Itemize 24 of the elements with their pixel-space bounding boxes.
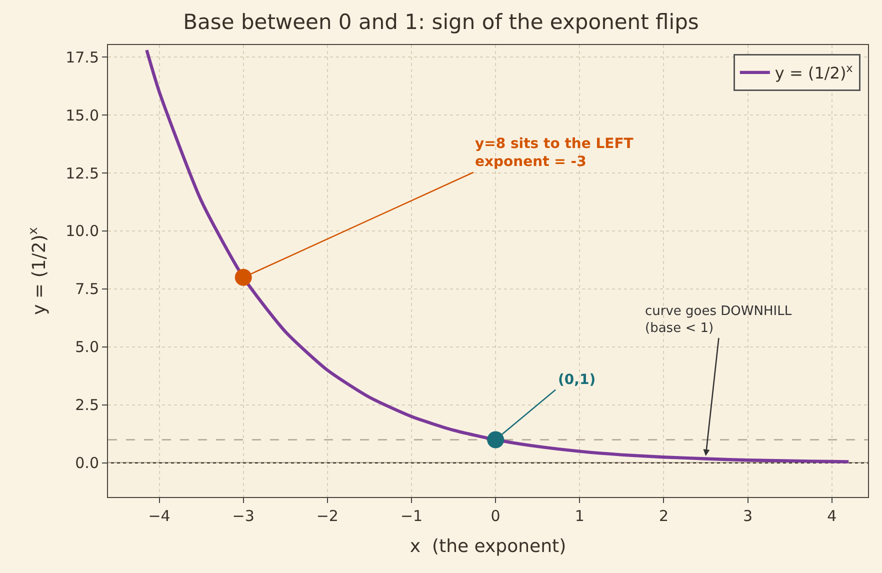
y-tick-label: 5.0	[75, 338, 99, 356]
y-tick-label: 7.5	[75, 280, 99, 298]
x-axis-title: x (the exponent)	[410, 536, 566, 558]
x-tick-label: 4	[827, 507, 837, 525]
x-tick-label: 3	[743, 507, 753, 525]
annotation: (0,1)	[558, 372, 596, 388]
y-tick-label: 10.0	[66, 222, 99, 240]
y-tick-label: 2.5	[75, 396, 99, 414]
annotation: curve goes DOWNHILL (base < 1)	[645, 304, 792, 336]
line-series	[145, 48, 850, 464]
x-tick-label: −4	[148, 507, 170, 525]
x-tick-label: 0	[490, 507, 500, 525]
x-tick-label: 1	[574, 507, 584, 525]
legend-label: y = (1/2)$^{x}$	[774, 62, 854, 83]
y-tick-label: 17.5	[66, 48, 99, 66]
chart-title: Base between 0 and 1: sign of the exponent flips	[183, 10, 699, 34]
y-tick-label: 0.0	[75, 454, 99, 472]
x-tick-label: −2	[316, 507, 338, 525]
x-tick-label: −3	[232, 507, 254, 525]
y-tick-label: 15.0	[66, 106, 99, 124]
y-tick-label: 12.5	[66, 164, 99, 182]
x-tick-label: −1	[400, 507, 423, 525]
annotation: y=8 sits to the LEFT exponent = -3	[475, 136, 634, 170]
x-tick-label: 2	[658, 507, 668, 525]
